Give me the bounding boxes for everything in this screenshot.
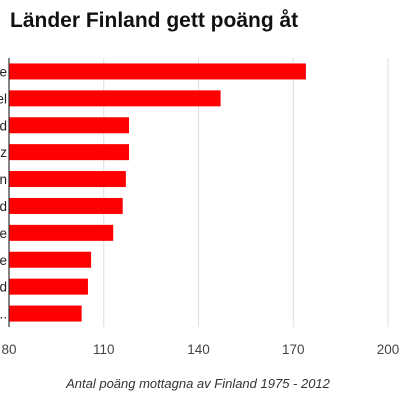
x-tick-label: 110 [93,342,115,357]
category-label: d [0,118,7,133]
category-label: n [0,172,7,187]
bar [9,117,130,134]
bar [9,251,92,268]
bars [9,63,306,322]
x-tick-label: 140 [187,342,210,357]
x-tick-label: 170 [282,342,305,357]
category-labels: eeldzndeed... [0,64,7,321]
category-label: ... [0,307,7,322]
bar [9,171,126,188]
x-tick-label: 200 [377,342,400,357]
category-label: d [0,280,7,295]
x-axis-title: Antal poäng mottagna av Finland 1975 - 2… [65,376,331,391]
bar [9,278,88,295]
bar [9,305,82,322]
bar [9,224,114,241]
bar [9,90,221,107]
category-label: e [0,64,7,79]
x-axis-ticks: 80 110 140 170 200 [1,342,399,357]
category-label: z [0,145,7,160]
bar [9,197,123,214]
category-label: e [0,253,7,268]
category-label: el [0,91,7,106]
category-label: e [0,226,7,241]
x-tick-label: 80 [1,342,16,357]
category-label: d [0,199,7,214]
grid-lines [8,58,389,327]
bar [9,144,130,161]
chart-title: Länder Finland gett poäng åt [10,9,299,32]
bar [9,63,306,80]
